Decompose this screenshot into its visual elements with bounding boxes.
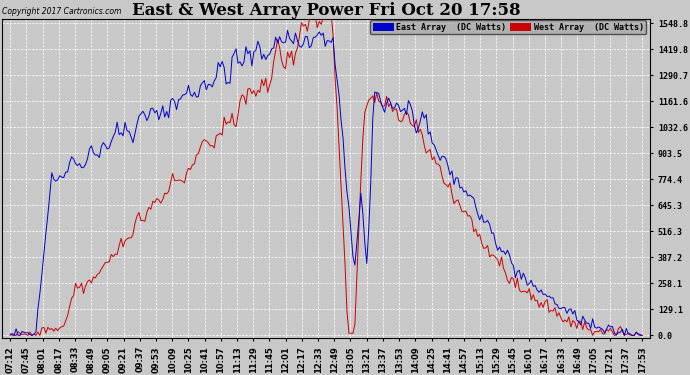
Legend: East Array  (DC Watts), West Array  (DC Watts): East Array (DC Watts), West Array (DC Wa… [371,20,646,34]
Text: Copyright 2017 Cartronics.com: Copyright 2017 Cartronics.com [2,7,121,16]
Title: East & West Array Power Fri Oct 20 17:58: East & West Array Power Fri Oct 20 17:58 [132,2,520,19]
